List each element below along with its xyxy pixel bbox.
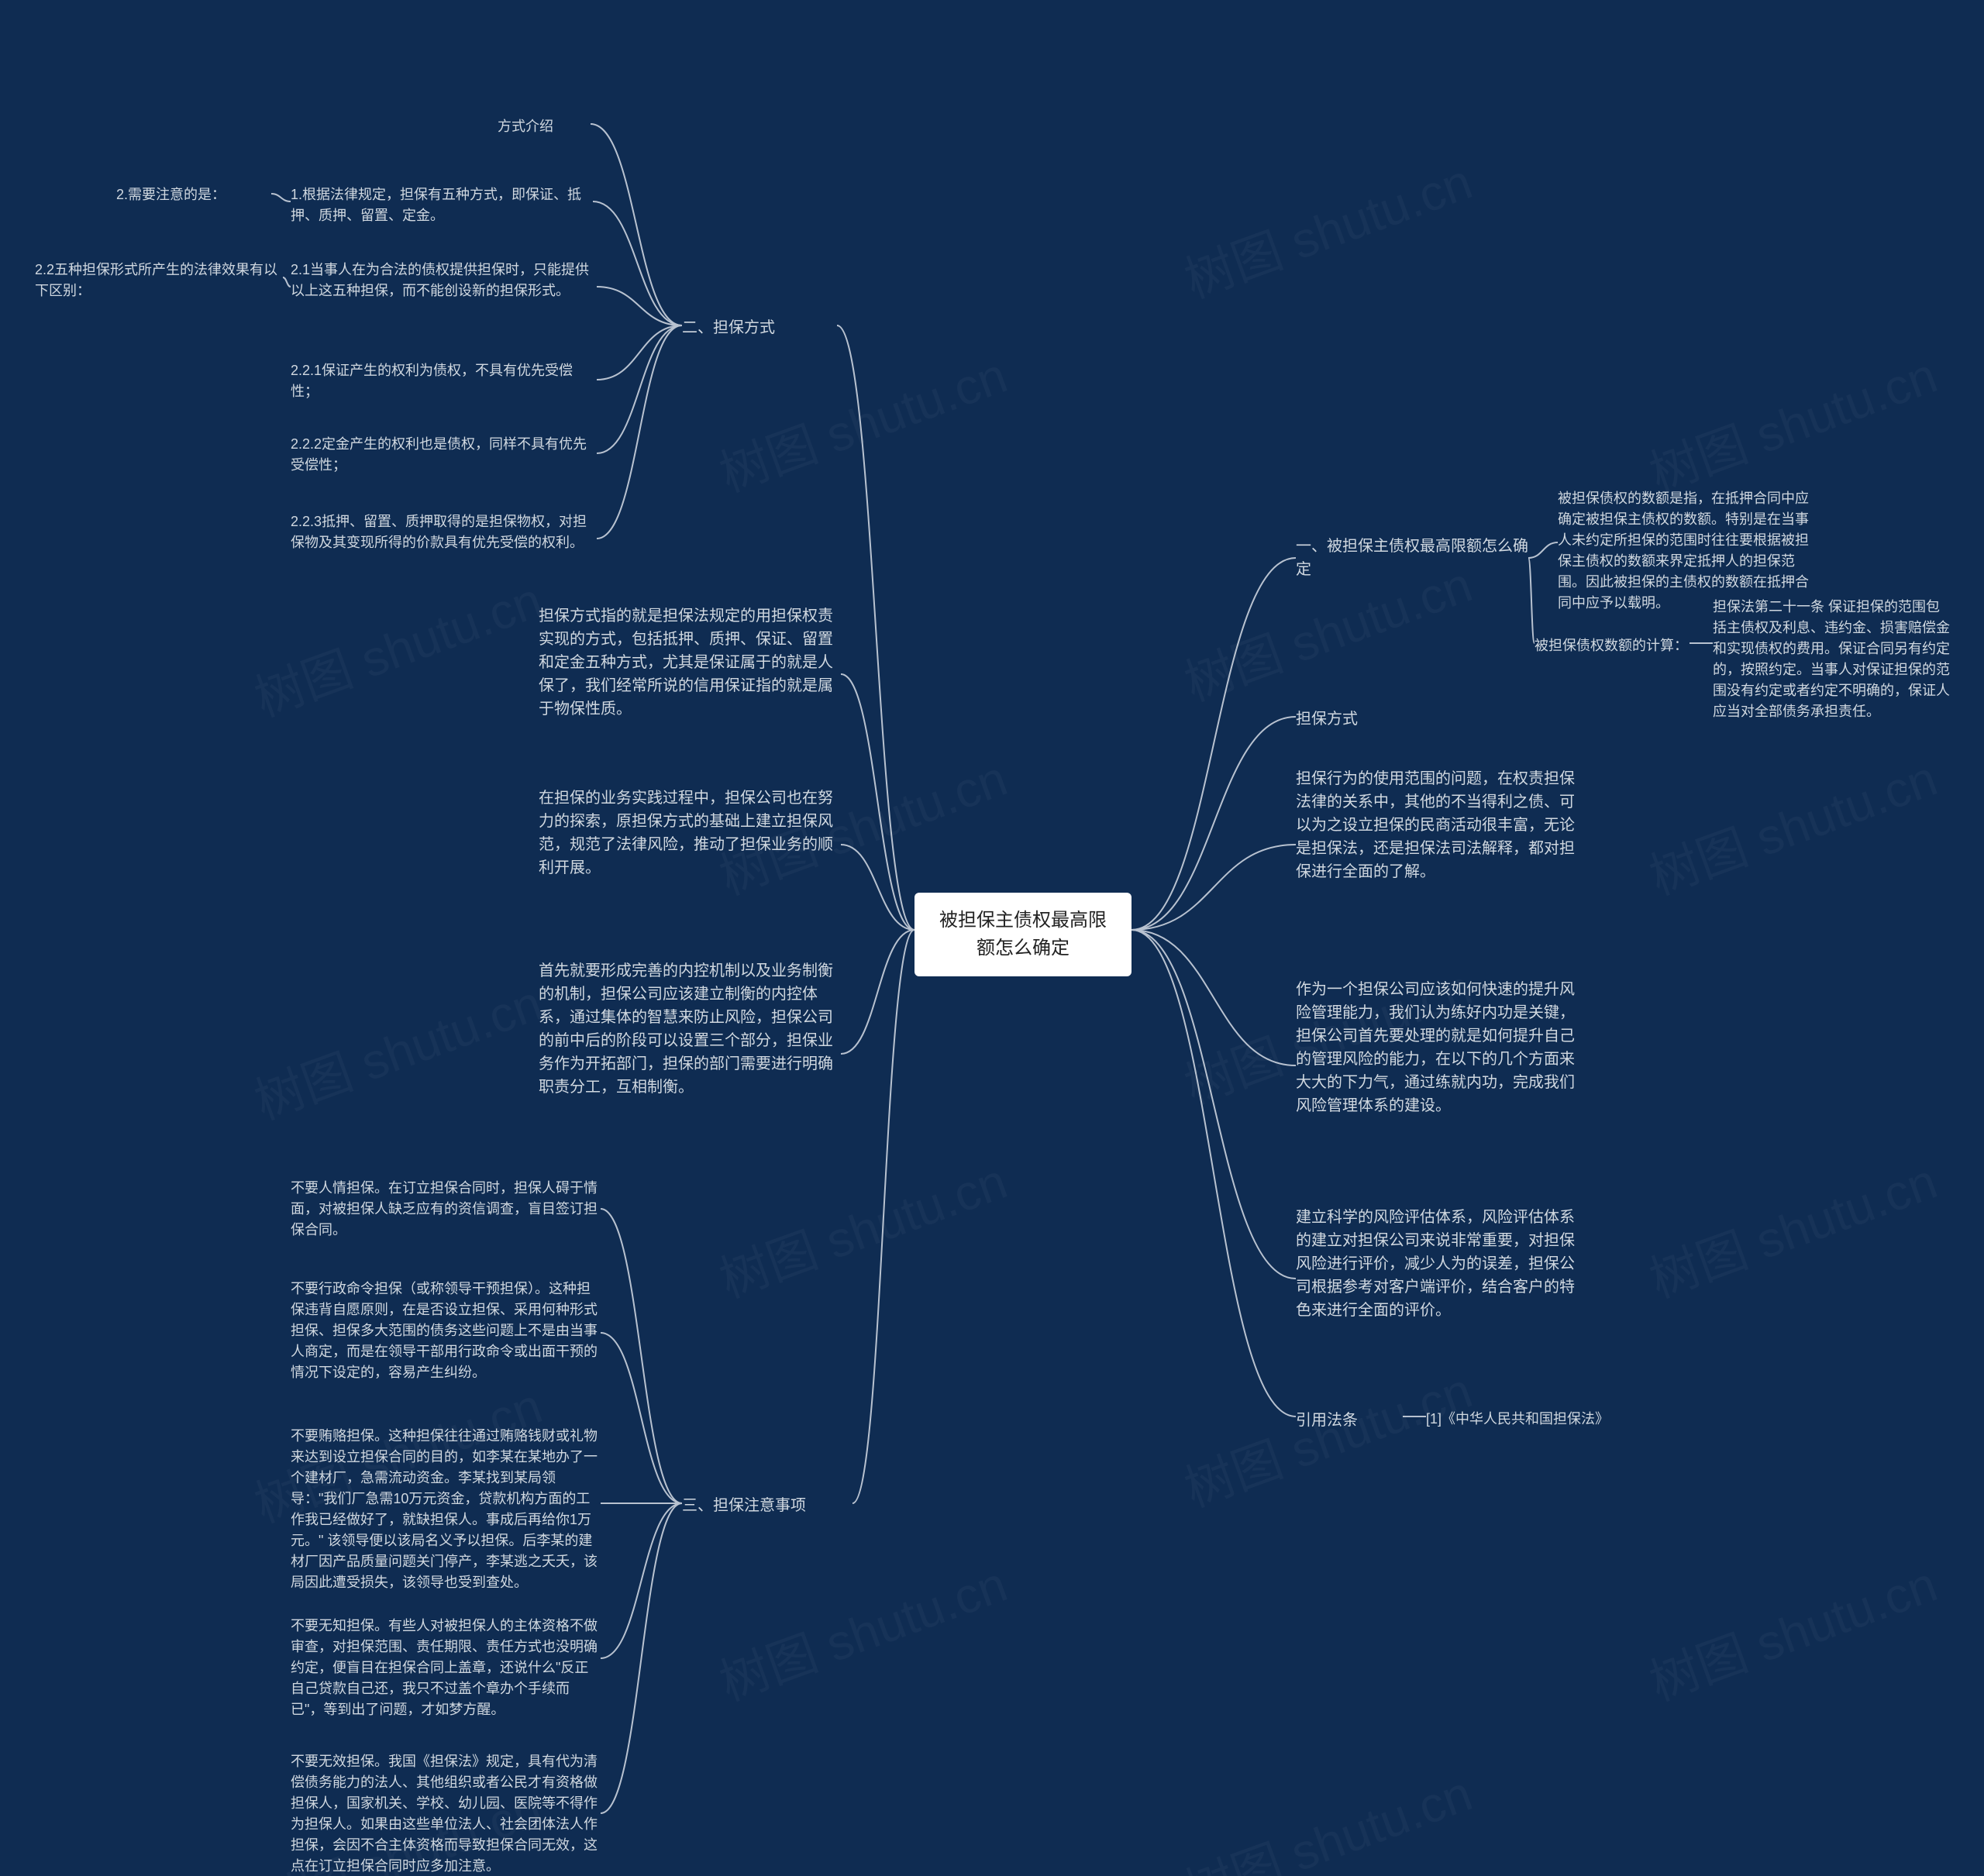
node-r4a[interactable]: [1]《中华人民共和国担保法》 xyxy=(1426,1409,1643,1430)
node-r1[interactable]: 一、被担保主债权最高限额怎么确定 xyxy=(1296,535,1528,581)
node-l2e[interactable]: 2.2.2定金产生的权利也是债权，同样不具有优先受偿性； xyxy=(291,434,597,476)
watermark: 树图 shutu.cn xyxy=(709,1145,1017,1317)
edge xyxy=(1528,558,1534,643)
edge xyxy=(841,674,914,930)
edge xyxy=(1132,845,1296,930)
node-l3c[interactable]: 不要贿赂担保。这种担保往往通过贿赂钱财或礼物来达到设立担保合同的目的，如李某在某… xyxy=(291,1426,601,1593)
edge xyxy=(837,325,914,930)
edge xyxy=(1132,930,1296,1279)
edge xyxy=(597,325,682,453)
edge xyxy=(852,930,914,1503)
node-l2a[interactable]: 方式介绍 xyxy=(498,116,591,137)
watermark: 树图 shutu.cn xyxy=(244,563,552,736)
edge xyxy=(841,930,914,1054)
edge xyxy=(283,277,291,287)
node-l2d[interactable]: 2.2.1保证产生的权利为债权，不具有优先受偿性； xyxy=(291,360,597,402)
node-l2g[interactable]: 担保方式指的就是担保法规定的用担保权责实现的方式，包括抵押、质押、保证、留置和定… xyxy=(539,604,841,721)
node-l2b[interactable]: 1.根据法律规定，担保有五种方式，即保证、抵押、质押、留置、定金。 xyxy=(291,184,593,226)
edge xyxy=(597,325,682,380)
node-r3b[interactable]: 作为一个担保公司应该如何快速的提升风险管理能力，我们认为练好内功是关键，担保公司… xyxy=(1296,978,1583,1117)
center-node[interactable]: 被担保主债权最高限额怎么确定 xyxy=(914,893,1132,976)
watermark: 树图 shutu.cn xyxy=(1639,742,1947,914)
edge xyxy=(593,201,682,325)
watermark: 树图 shutu.cn xyxy=(1174,1757,1482,1876)
edge xyxy=(1132,930,1296,1065)
node-l2b_p[interactable]: 2.需要注意的是： xyxy=(116,184,271,205)
edge xyxy=(1132,717,1296,930)
edge xyxy=(1528,542,1558,558)
edge xyxy=(597,287,682,325)
edge xyxy=(601,1209,682,1503)
edge xyxy=(601,1503,682,1813)
node-r1b[interactable]: 被担保债权数额的计算： xyxy=(1534,635,1690,656)
edge xyxy=(841,845,914,930)
edge xyxy=(1132,558,1296,930)
node-l2c_p[interactable]: 2.2五种担保形式所产生的法律效果有以下区别： xyxy=(35,260,283,301)
watermark: 树图 shutu.cn xyxy=(1174,1354,1482,1527)
node-l2c[interactable]: 2.1当事人在为合法的债权提供担保时，只能提供以上这五种担保，而不能创设新的担保… xyxy=(291,260,597,301)
watermark: 树图 shutu.cn xyxy=(709,339,1017,511)
node-l3d[interactable]: 不要无知担保。有些人对被担保人的主体资格不做审查，对担保范围、责任期限、责任方式… xyxy=(291,1616,601,1720)
watermark: 树图 shutu.cn xyxy=(244,966,552,1139)
node-r1a[interactable]: 被担保债权的数额是指，在抵押合同中应确定被担保主债权的数额。特别是在当事人未约定… xyxy=(1558,488,1814,614)
watermark: 树图 shutu.cn xyxy=(1639,1547,1947,1720)
node-l2f[interactable]: 2.2.3抵押、留置、质押取得的是担保物权，对担保物及其变现所得的价款具有优先受… xyxy=(291,511,597,553)
edge xyxy=(597,325,682,539)
edge xyxy=(591,124,682,325)
edge xyxy=(601,1333,682,1503)
watermark: 树图 shutu.cn xyxy=(1174,145,1482,318)
node-l2[interactable]: 二、担保方式 xyxy=(682,316,837,339)
watermark: 树图 shutu.cn xyxy=(709,1547,1017,1720)
node-l2i[interactable]: 首先就要形成完善的内控机制以及业务制衡的机制，担保公司应该建立制衡的内控体系，通… xyxy=(539,959,841,1099)
watermark: 树图 shutu.cn xyxy=(1639,339,1947,511)
node-l3a[interactable]: 不要人情担保。在订立担保合同时，担保人碍于情面，对被担保人缺乏应有的资信调查，盲… xyxy=(291,1178,601,1241)
edge xyxy=(601,1503,682,1658)
node-r4[interactable]: 引用法条 xyxy=(1296,1409,1404,1432)
edge xyxy=(271,194,291,201)
node-l3b[interactable]: 不要行政命令担保（或称领导干预担保）。这种担保违背自愿原则，在是否设立担保、采用… xyxy=(291,1279,601,1383)
node-r3a[interactable]: 担保行为的使用范围的问题，在权责担保法律的关系中，其他的不当得利之债、可以为之设… xyxy=(1296,767,1583,883)
node-l3[interactable]: 三、担保注意事项 xyxy=(682,1494,852,1517)
mindmap-canvas: 树图 shutu.cn 树图 shutu.cn 树图 shutu.cn 树图 shut… xyxy=(0,0,1984,1876)
node-r3c[interactable]: 建立科学的风险评估体系，风险评估体系的建立对担保公司来说非常重要，对担保风险进行… xyxy=(1296,1206,1583,1322)
node-l3e[interactable]: 不要无效担保。我国《担保法》规定，具有代为清偿债务能力的法人、其他组织或者公民才… xyxy=(291,1751,601,1876)
edge xyxy=(1132,930,1296,1416)
node-l2h[interactable]: 在担保的业务实践过程中，担保公司也在努力的探索，原担保方式的基础上建立担保风范，… xyxy=(539,787,841,879)
node-r1b1[interactable]: 担保法第二十一条 保证担保的范围包括主债权及利息、违约金、损害赔偿金和实现债权的… xyxy=(1713,597,1953,722)
node-r2[interactable]: 担保方式 xyxy=(1296,707,1404,731)
watermark: 树图 shutu.cn xyxy=(1639,1145,1947,1317)
